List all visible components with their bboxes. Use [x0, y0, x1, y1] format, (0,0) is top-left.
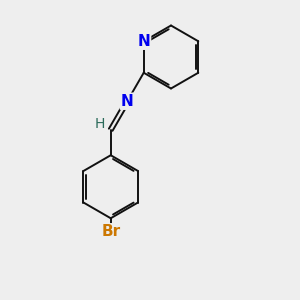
Text: N: N	[137, 34, 150, 49]
Text: Br: Br	[101, 224, 120, 239]
Text: H: H	[94, 117, 104, 131]
Text: N: N	[121, 94, 134, 109]
